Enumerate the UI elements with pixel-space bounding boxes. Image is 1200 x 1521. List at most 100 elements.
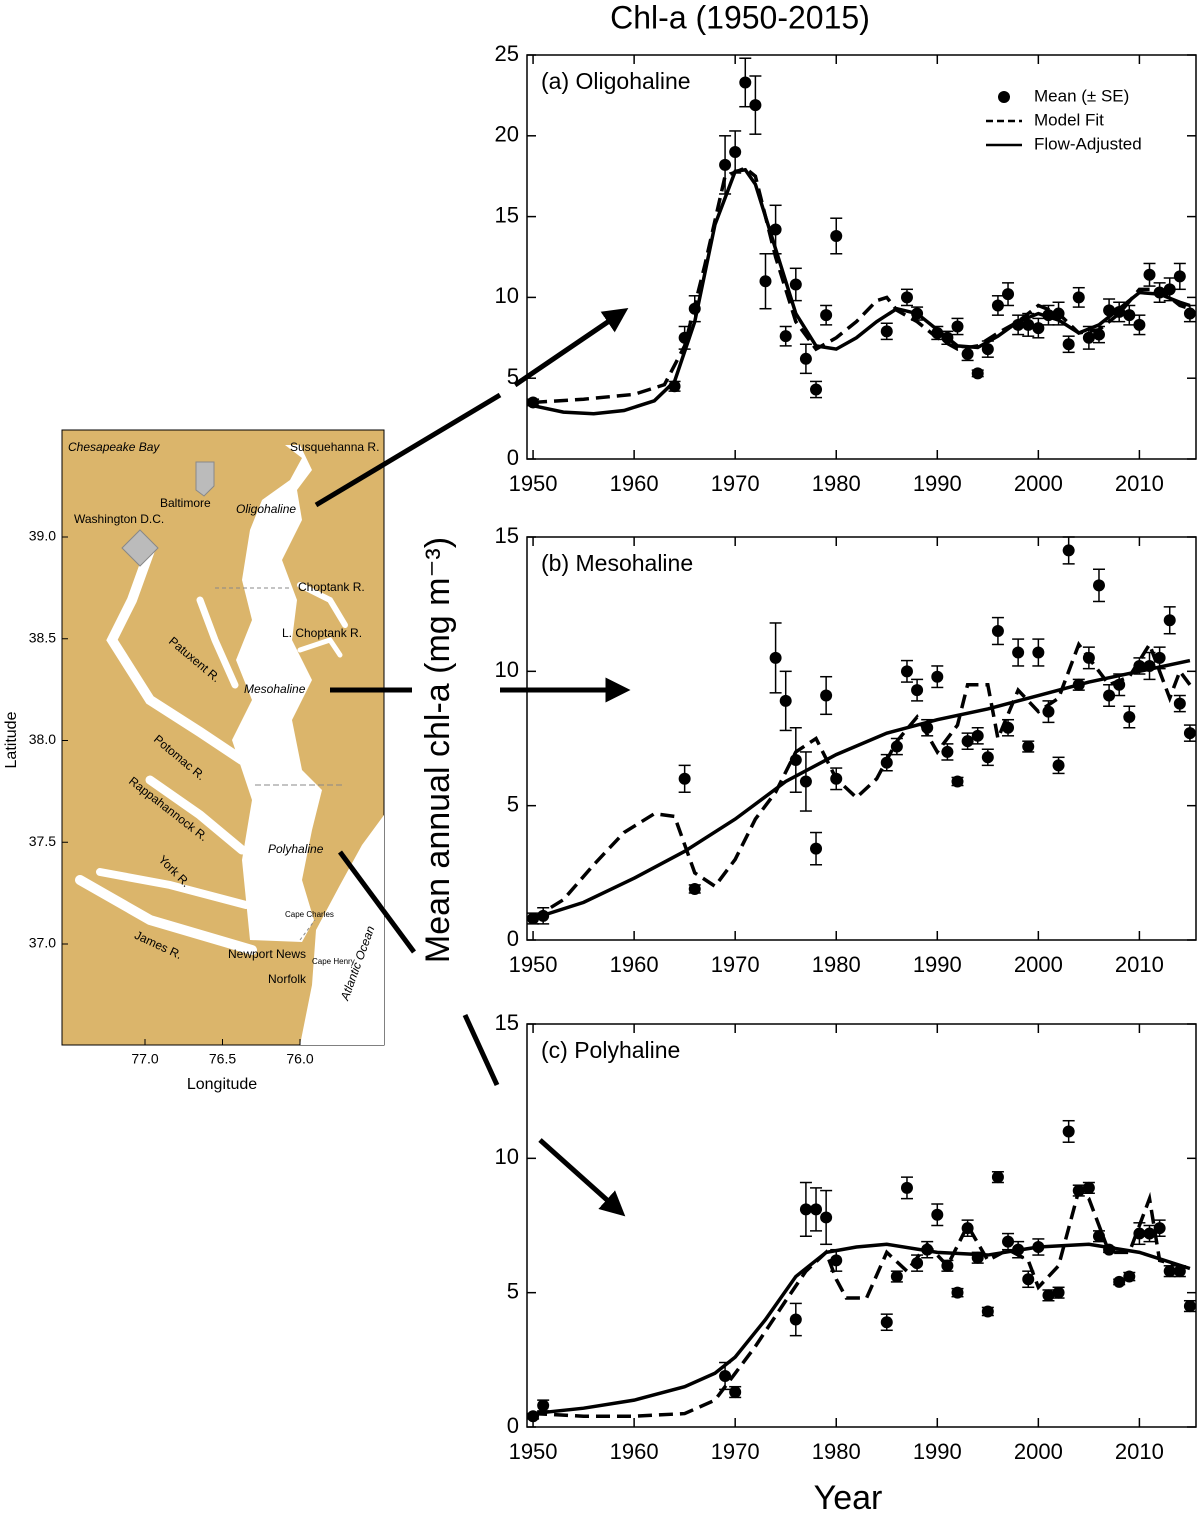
data-point <box>1183 307 1196 320</box>
data-point <box>1133 318 1146 331</box>
data-point <box>951 775 964 788</box>
data-point <box>688 882 701 895</box>
fit-line <box>532 167 1191 416</box>
data-point <box>1103 689 1116 702</box>
y-tick-label: 10 <box>495 283 519 308</box>
x-tick-label: 1970 <box>711 1439 760 1464</box>
x-axis-label: Year <box>814 1479 883 1516</box>
x-tick-label: 1980 <box>812 471 861 496</box>
y-tick-label: 5 <box>507 791 519 816</box>
data-point <box>779 330 792 343</box>
panel-title: (c) Polyhaline <box>541 1037 680 1063</box>
map-label: Polyhaline <box>268 842 324 856</box>
y-tick-label: 20 <box>495 122 519 147</box>
map-label: Cape Charles <box>285 910 334 919</box>
arrow <box>538 1138 626 1217</box>
arrow <box>513 307 629 388</box>
map-y-tick-label: 37.0 <box>29 935 56 951</box>
data-point <box>1062 544 1075 557</box>
data-point <box>890 740 903 753</box>
data-point <box>880 325 893 338</box>
data-point <box>810 1203 823 1216</box>
data-point <box>537 1399 550 1412</box>
map-title: Chesapeake Bay <box>68 440 160 454</box>
data-point <box>719 158 732 171</box>
data-point <box>1042 705 1055 718</box>
data-point <box>799 1203 812 1216</box>
data-point <box>1042 1289 1055 1302</box>
data-point <box>951 320 964 333</box>
data-point <box>1062 1125 1075 1138</box>
data-point <box>789 753 802 766</box>
data-point <box>961 735 974 748</box>
x-tick-label: 1990 <box>913 952 962 977</box>
data-point <box>1012 646 1025 659</box>
fit-line <box>532 1242 1191 1416</box>
data-point <box>729 145 742 158</box>
x-tick-label: 1960 <box>610 1439 659 1464</box>
map-label: Baltimore <box>160 496 211 510</box>
map-y-tick-label: 38.0 <box>29 731 56 747</box>
data-point <box>900 291 913 304</box>
data-point <box>961 347 974 360</box>
connector <box>337 850 417 954</box>
data-point <box>1183 727 1196 740</box>
fit-line <box>532 1187 1191 1418</box>
data-point <box>971 729 984 742</box>
y-tick-label: 15 <box>495 202 519 227</box>
data-point <box>769 223 782 236</box>
zone-boundary <box>299 919 316 941</box>
map-rivers <box>75 545 348 955</box>
data-point <box>1183 1300 1196 1313</box>
connector <box>462 1013 500 1087</box>
map-label: L. Choptank R. <box>282 626 362 640</box>
data-point <box>759 275 772 288</box>
map-x-label: Longitude <box>187 1076 257 1093</box>
x-tick-label: 2000 <box>1014 471 1063 496</box>
data-point <box>931 1208 944 1221</box>
data-point <box>719 1369 732 1382</box>
data-point <box>769 651 782 664</box>
y-tick-label: 10 <box>495 657 519 682</box>
data-point <box>900 1181 913 1194</box>
legend-label: Model Fit <box>1034 110 1104 129</box>
data-point <box>1113 1275 1126 1288</box>
data-point <box>810 842 823 855</box>
data-point <box>729 1386 742 1399</box>
data-point <box>779 694 792 707</box>
data-point <box>981 343 994 356</box>
data-point <box>1072 291 1085 304</box>
data-point <box>951 1286 964 1299</box>
plot-frame <box>526 54 1197 460</box>
baltimore-area <box>195 461 215 497</box>
y-tick-label: 10 <box>495 1144 519 1169</box>
data-point <box>1022 1273 1035 1286</box>
x-tick-label: 1950 <box>509 952 558 977</box>
data-point <box>941 745 954 758</box>
fit-line <box>532 658 1191 921</box>
x-tick-label: 1990 <box>913 1439 962 1464</box>
data-point <box>1022 740 1035 753</box>
x-tick-label: 1960 <box>610 471 659 496</box>
data-point <box>1153 1222 1166 1235</box>
map-bay <box>232 445 322 942</box>
map-y-label: Latitude <box>3 711 20 768</box>
map-x-tick-label: 76.0 <box>286 1051 313 1067</box>
panel-title: (b) Mesohaline <box>541 550 693 576</box>
data-point <box>991 625 1004 638</box>
data-point <box>1123 1270 1136 1283</box>
data-point <box>1143 1227 1156 1240</box>
y-tick-label: 0 <box>507 1413 519 1438</box>
data-point <box>678 772 691 785</box>
x-tick-label: 1960 <box>610 952 659 977</box>
y-tick-label: 5 <box>507 364 519 389</box>
data-point <box>981 751 994 764</box>
data-point <box>739 76 752 89</box>
map-y-tick-label: 38.5 <box>29 629 56 645</box>
data-point <box>1123 711 1136 724</box>
map-label: Susquehanna R. <box>290 440 379 454</box>
x-tick-label: 2010 <box>1115 952 1164 977</box>
data-point <box>830 229 843 242</box>
